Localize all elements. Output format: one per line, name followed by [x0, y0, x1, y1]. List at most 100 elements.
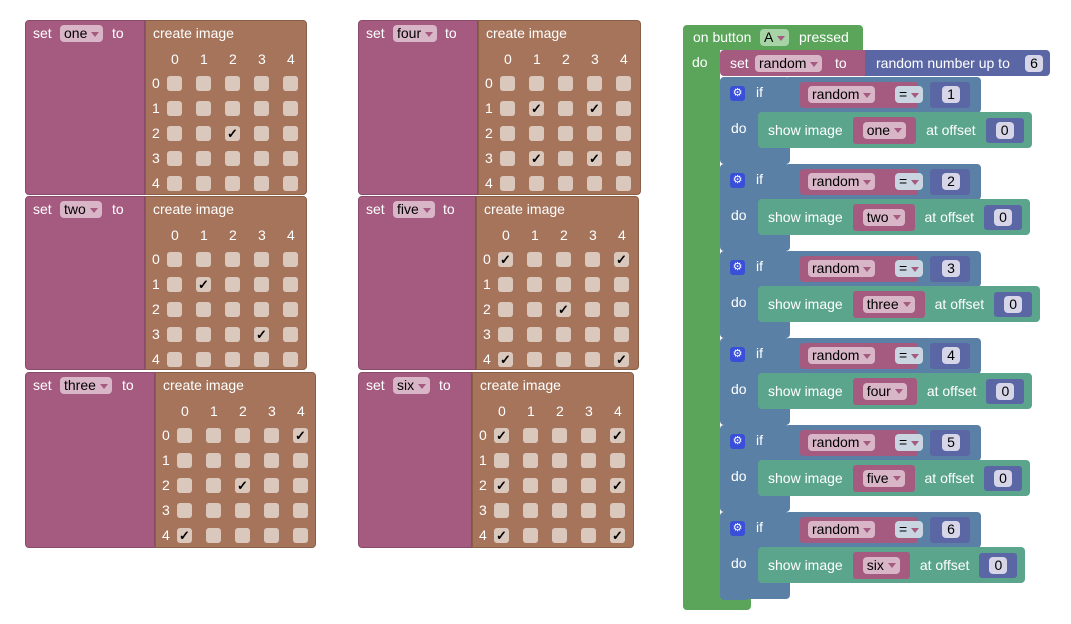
led-checkbox[interactable] [293, 528, 308, 543]
led-checkbox[interactable] [558, 126, 573, 141]
variable-dropdown[interactable]: random [808, 173, 876, 190]
led-checkbox[interactable]: ✓ [293, 428, 308, 443]
variable-dropdown[interactable]: six [393, 377, 431, 394]
led-checkbox[interactable] [283, 76, 298, 91]
show-image-block[interactable]: show image four at offset 0 [758, 373, 1033, 409]
led-checkbox[interactable] [529, 126, 544, 141]
led-checkbox[interactable] [527, 302, 542, 317]
led-checkbox[interactable] [177, 478, 192, 493]
image-dropdown[interactable]: four [862, 382, 907, 400]
led-checkbox[interactable] [552, 528, 567, 543]
image-dropdown[interactable]: five [862, 469, 905, 487]
led-checkbox[interactable] [254, 176, 269, 191]
led-checkbox[interactable]: ✓ [614, 252, 629, 267]
led-checkbox[interactable] [500, 101, 515, 116]
led-checkbox[interactable] [225, 302, 240, 317]
led-checkbox[interactable] [167, 352, 182, 367]
led-checkbox[interactable] [225, 327, 240, 342]
led-checkbox[interactable] [552, 478, 567, 493]
led-checkbox[interactable] [585, 252, 600, 267]
led-checkbox[interactable] [527, 252, 542, 267]
led-checkbox[interactable]: ✓ [529, 101, 544, 116]
led-checkbox[interactable] [581, 453, 596, 468]
led-checkbox[interactable] [558, 101, 573, 116]
led-checkbox[interactable] [616, 76, 631, 91]
led-checkbox[interactable] [616, 151, 631, 166]
led-checkbox[interactable] [167, 252, 182, 267]
led-checkbox[interactable] [585, 352, 600, 367]
led-checkbox[interactable] [254, 101, 269, 116]
offset-field[interactable]: 0 [995, 121, 1014, 139]
led-checkbox[interactable] [581, 528, 596, 543]
variable-dropdown[interactable]: random [808, 260, 876, 277]
led-checkbox[interactable] [254, 252, 269, 267]
led-checkbox[interactable] [264, 503, 279, 518]
led-checkbox[interactable] [523, 428, 538, 443]
gear-icon[interactable]: ⚙ [730, 521, 745, 536]
led-checkbox[interactable]: ✓ [196, 277, 211, 292]
led-checkbox[interactable] [206, 503, 221, 518]
led-checkbox[interactable] [283, 101, 298, 116]
operator-dropdown[interactable]: = [895, 521, 924, 538]
led-checkbox[interactable]: ✓ [225, 126, 240, 141]
led-checkbox[interactable]: ✓ [177, 528, 192, 543]
led-checkbox[interactable]: ✓ [614, 352, 629, 367]
led-checkbox[interactable] [556, 327, 571, 342]
variable-dropdown[interactable]: random [808, 347, 876, 364]
offset-field[interactable]: 0 [994, 469, 1013, 487]
led-checkbox[interactable] [614, 302, 629, 317]
offset-field[interactable]: 0 [994, 208, 1013, 226]
led-checkbox[interactable]: ✓ [610, 528, 625, 543]
gear-icon[interactable]: ⚙ [730, 434, 745, 449]
led-checkbox[interactable] [254, 151, 269, 166]
led-checkbox[interactable] [585, 327, 600, 342]
led-checkbox[interactable]: ✓ [494, 478, 509, 493]
led-checkbox[interactable] [552, 428, 567, 443]
variable-dropdown[interactable]: random [808, 434, 876, 451]
show-image-block[interactable]: show image six at offset 0 [758, 547, 1026, 583]
led-checkbox[interactable] [264, 528, 279, 543]
variable-dropdown[interactable]: random [808, 86, 876, 103]
led-checkbox[interactable] [225, 101, 240, 116]
show-image-block[interactable]: show image three at offset 0 [758, 286, 1041, 322]
led-checkbox[interactable] [581, 503, 596, 518]
random-max-field[interactable]: 6 [1025, 55, 1043, 72]
led-checkbox[interactable] [167, 302, 182, 317]
compare-value-field[interactable]: 1 [942, 86, 960, 103]
led-checkbox[interactable] [581, 428, 596, 443]
show-image-block[interactable]: show image five at offset 0 [758, 460, 1031, 496]
set-variable-block[interactable] [358, 20, 478, 195]
led-checkbox[interactable] [196, 252, 211, 267]
led-checkbox[interactable] [225, 277, 240, 292]
led-checkbox[interactable] [264, 428, 279, 443]
led-checkbox[interactable]: ✓ [494, 528, 509, 543]
led-checkbox[interactable] [614, 327, 629, 342]
gear-icon[interactable]: ⚙ [730, 347, 745, 362]
led-checkbox[interactable] [235, 528, 250, 543]
led-checkbox[interactable] [177, 503, 192, 518]
led-checkbox[interactable] [283, 277, 298, 292]
led-checkbox[interactable] [235, 503, 250, 518]
led-checkbox[interactable] [494, 453, 509, 468]
led-checkbox[interactable] [196, 352, 211, 367]
led-checkbox[interactable] [225, 76, 240, 91]
led-checkbox[interactable] [254, 126, 269, 141]
led-checkbox[interactable] [283, 352, 298, 367]
set-variable-block[interactable] [25, 372, 155, 548]
led-checkbox[interactable] [523, 453, 538, 468]
led-checkbox[interactable] [177, 428, 192, 443]
led-checkbox[interactable] [558, 76, 573, 91]
variable-dropdown[interactable]: three [60, 377, 112, 394]
led-checkbox[interactable] [196, 176, 211, 191]
show-image-block[interactable]: show image two at offset 0 [758, 199, 1031, 235]
led-checkbox[interactable] [225, 176, 240, 191]
led-checkbox[interactable] [556, 277, 571, 292]
led-checkbox[interactable] [206, 528, 221, 543]
led-checkbox[interactable] [523, 528, 538, 543]
offset-field[interactable]: 0 [996, 382, 1015, 400]
set-variable-block[interactable] [358, 372, 472, 548]
led-checkbox[interactable] [196, 76, 211, 91]
variable-dropdown[interactable]: random [808, 521, 876, 538]
led-checkbox[interactable] [498, 277, 513, 292]
led-checkbox[interactable] [293, 453, 308, 468]
